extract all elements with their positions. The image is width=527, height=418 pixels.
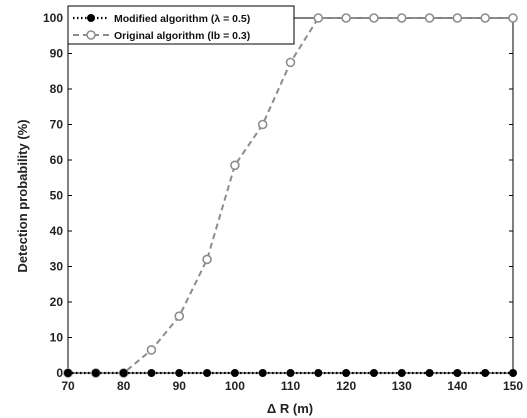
- x-tick-label: 100: [225, 379, 245, 393]
- data-point-original: [452, 13, 463, 23]
- x-tick-label: 150: [503, 379, 523, 393]
- axis-ticks: 70 80 90 100 110 120 130 140 150 0 10 20 30 40 50 60 70 8…: [43, 11, 523, 393]
- data-point-modified: [286, 369, 295, 377]
- x-tick-label: 130: [392, 379, 412, 393]
- y-tick-label: 0: [56, 366, 63, 380]
- data-point-modified: [175, 369, 184, 377]
- data-point-modified: [425, 369, 434, 377]
- data-point-original: [146, 345, 157, 355]
- y-tick-label: 20: [50, 295, 64, 309]
- data-point-original: [202, 254, 212, 265]
- y-axis-label: Detection probability (%): [15, 119, 30, 272]
- y-tick-label: 100: [43, 11, 63, 25]
- data-point-modified: [481, 369, 490, 377]
- x-tick-label: 70: [61, 379, 75, 393]
- data-point-modified: [314, 369, 323, 377]
- data-point-original: [313, 13, 324, 23]
- legend-marker-original: [86, 30, 96, 40]
- x-tick-label: 90: [173, 379, 187, 393]
- x-tick-label: 110: [281, 379, 301, 393]
- data-point-modified: [64, 369, 72, 377]
- data-point-modified: [91, 369, 100, 377]
- y-tick-label: 30: [50, 260, 64, 274]
- x-tick-label: 140: [447, 379, 467, 393]
- y-tick-label: 50: [50, 189, 64, 203]
- y-tick-label: 80: [50, 82, 64, 96]
- y-tick-label: 40: [50, 224, 64, 238]
- legend-marker-modified: [87, 14, 95, 22]
- data-point-original: [257, 119, 268, 130]
- data-point-original: [230, 160, 240, 171]
- data-point-modified: [342, 369, 351, 377]
- data-point-original: [174, 311, 185, 322]
- series-layer: [63, 13, 518, 378]
- data-point-original: [369, 13, 379, 23]
- data-point-modified: [258, 369, 267, 377]
- data-point-original: [480, 13, 490, 23]
- legend: Modified algorithm (λ = 0.5) Original al…: [67, 5, 295, 45]
- data-point-modified: [397, 369, 406, 377]
- y-tick-label: 70: [50, 118, 64, 132]
- x-tick-label: 80: [117, 379, 131, 393]
- legend-box: [67, 5, 295, 45]
- data-point-original: [341, 13, 351, 23]
- plot-area: [67, 17, 514, 374]
- data-point-modified: [147, 369, 156, 377]
- data-point-modified: [230, 369, 239, 377]
- data-point-original: [424, 13, 435, 23]
- data-point-modified: [203, 369, 212, 377]
- data-point-modified: [119, 369, 128, 377]
- x-axis-label: Δ R (m): [267, 401, 313, 416]
- data-point-modified: [453, 369, 462, 377]
- data-point-modified: [369, 369, 378, 377]
- y-tick-label: 60: [50, 153, 64, 167]
- legend-label-original: Original algorithm (lb = 0.3): [114, 30, 250, 42]
- data-point-original: [285, 57, 296, 68]
- x-tick-label: 120: [336, 379, 356, 393]
- data-point-original: [508, 13, 518, 23]
- data-point-original: [396, 13, 407, 23]
- legend-label-modified: Modified algorithm (λ = 0.5): [114, 13, 250, 25]
- y-tick-label: 10: [50, 331, 64, 345]
- y-tick-label: 90: [50, 47, 64, 61]
- data-point-modified: [509, 369, 517, 377]
